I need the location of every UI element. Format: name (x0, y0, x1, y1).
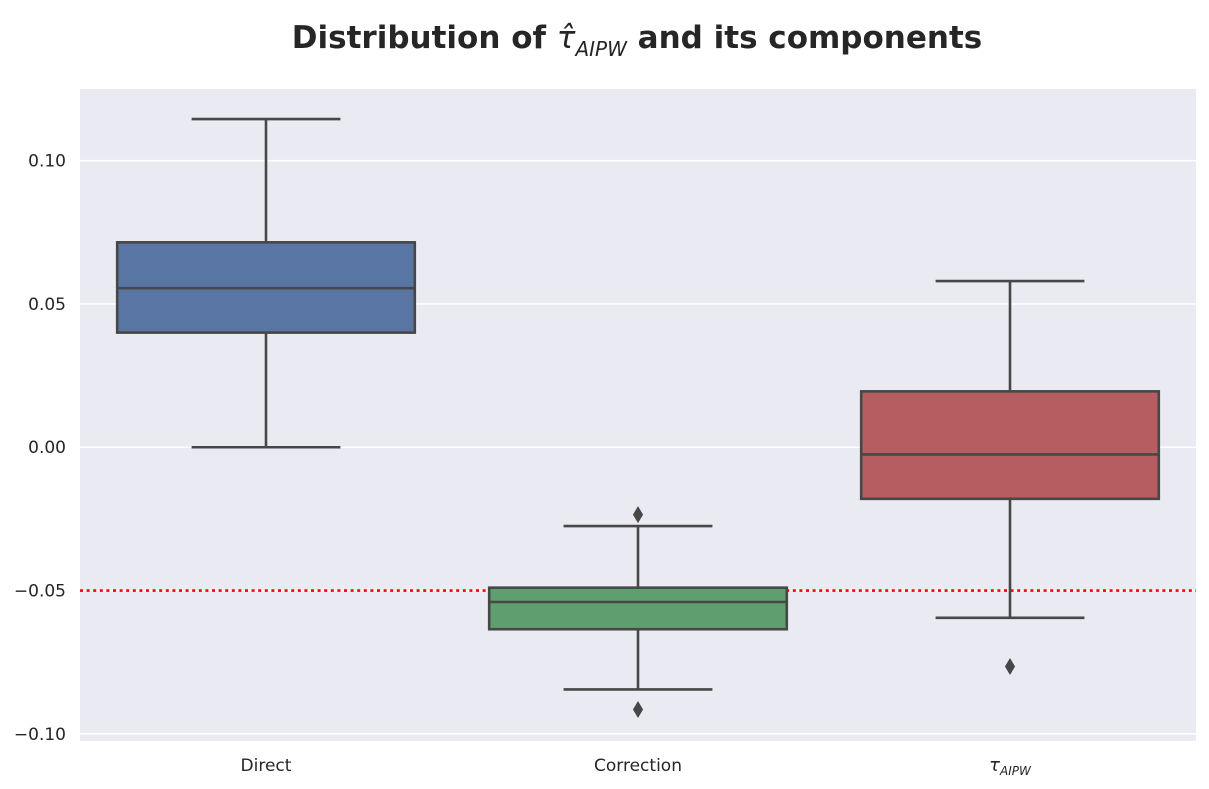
x-category-symbol: τ (989, 755, 1000, 776)
outlier-point (1004, 658, 1016, 675)
y-tick-label: 0.05 (28, 295, 66, 315)
box-group (487, 506, 789, 718)
box-group (859, 279, 1161, 675)
outlier-point (632, 701, 644, 718)
y-tick-label: 0.00 (28, 438, 66, 458)
chart-title-suffix: and its components (627, 20, 982, 56)
y-tick-label: −0.10 (14, 725, 66, 745)
chart-title-prefix: Distribution of (292, 20, 557, 56)
box-iqr (487, 586, 789, 631)
x-category-label: Correction (594, 756, 682, 776)
y-tick-label: −0.05 (14, 582, 66, 602)
x-category-subscript: AIPW (999, 764, 1032, 778)
box-group (115, 117, 417, 449)
outlier-point (632, 506, 644, 524)
y-tick-label: 0.10 (28, 152, 66, 172)
x-category-label: τAIPW (989, 755, 1032, 778)
boxes-layer (115, 117, 1161, 718)
chart-title-symbol: τ̂ (557, 20, 576, 56)
box-iqr (859, 390, 1161, 501)
x-category-label: Direct (241, 756, 292, 776)
chart-title: Distribution of τ̂AIPW and its component… (292, 20, 982, 61)
y-axis-ticks: −0.10 −0.05 0.00 0.05 0.10 (14, 152, 66, 745)
x-axis-categories: Direct Correction τAIPW (241, 755, 1032, 778)
chart-title-subscript: AIPW (573, 37, 628, 61)
